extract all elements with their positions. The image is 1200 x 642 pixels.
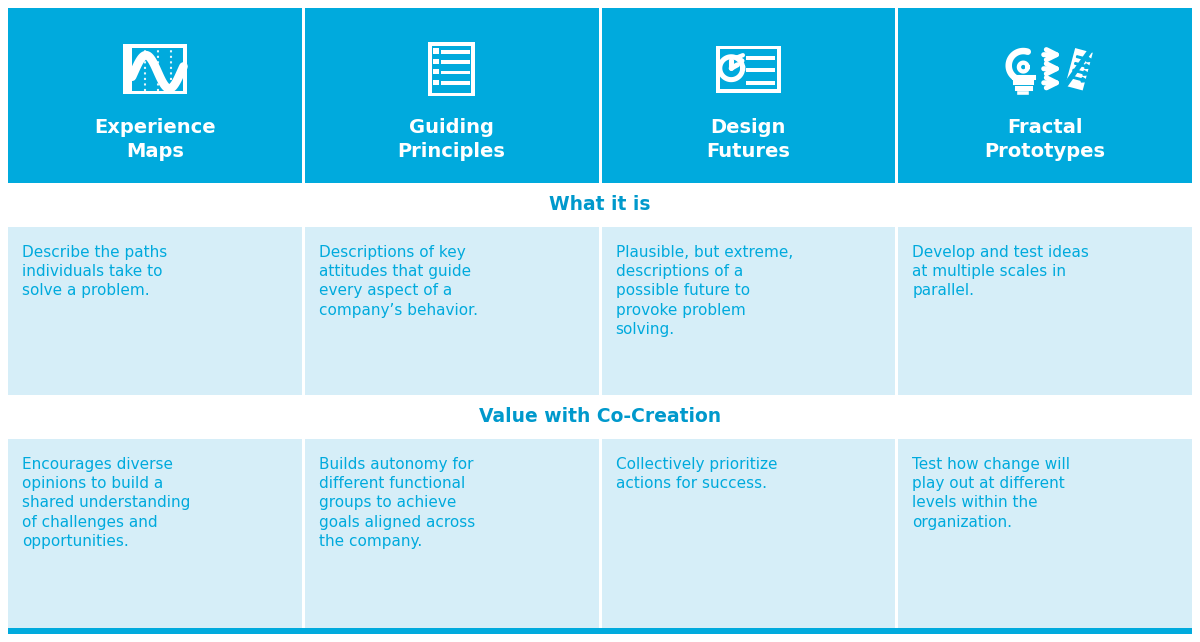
Bar	[301, 439, 305, 628]
Bar	[301, 227, 305, 395]
Bar	[899, 8, 1192, 183]
Bar	[428, 42, 475, 96]
Text: Collectively prioritize
actions for success.: Collectively prioritize actions for succ…	[616, 457, 778, 491]
Bar	[433, 48, 439, 54]
Bar	[601, 439, 895, 628]
Text: Descriptions of key
attitudes that guide
every aspect of a
company’s behavior.: Descriptions of key attitudes that guide…	[319, 245, 478, 318]
FancyArrow shape	[1075, 62, 1092, 69]
Bar	[601, 227, 895, 395]
Bar	[895, 227, 899, 395]
Text: Test how change will
play out at different
levels within the
organization.: Test how change will play out at differe…	[912, 457, 1070, 530]
Text: Value with Co-Creation: Value with Co-Creation	[479, 408, 721, 426]
Bar	[8, 439, 301, 628]
Bar	[433, 59, 439, 64]
FancyArrow shape	[1076, 56, 1094, 62]
Text: Encourages diverse
opinions to build a
shared understanding
of challenges and
op: Encourages diverse opinions to build a s…	[22, 457, 191, 549]
Bar	[442, 60, 470, 64]
Bar	[1066, 48, 1093, 91]
Bar	[745, 69, 775, 72]
Bar	[305, 227, 599, 395]
Bar	[899, 439, 1192, 628]
FancyArrow shape	[1073, 69, 1091, 75]
Bar	[899, 227, 1192, 395]
Bar	[895, 439, 899, 628]
Bar	[8, 398, 1192, 436]
Bar	[132, 48, 184, 91]
Text: Plausible, but extreme,
descriptions of a
possible future to
provoke problem
sol: Plausible, but extreme, descriptions of …	[616, 245, 793, 337]
Bar	[8, 186, 1192, 224]
Bar	[716, 46, 781, 92]
Bar	[433, 80, 439, 85]
Bar	[433, 69, 439, 74]
Bar	[599, 439, 601, 628]
Text: Develop and test ideas
at multiple scales in
parallel.: Develop and test ideas at multiple scale…	[912, 245, 1090, 299]
Bar	[432, 46, 472, 92]
Bar	[301, 8, 305, 183]
Bar	[305, 439, 599, 628]
Bar	[442, 50, 470, 54]
Text: Builds autonomy for
different functional
groups to achieve
goals aligned across
: Builds autonomy for different functional…	[319, 457, 475, 549]
Bar	[442, 81, 470, 85]
Bar	[599, 227, 601, 395]
FancyArrow shape	[1072, 76, 1088, 82]
Bar	[8, 8, 301, 183]
Text: Describe the paths
individuals take to
solve a problem.: Describe the paths individuals take to s…	[22, 245, 167, 299]
Bar	[8, 628, 1192, 634]
Bar	[305, 8, 599, 183]
Bar	[745, 81, 775, 85]
Bar	[601, 8, 895, 183]
Bar	[122, 44, 187, 94]
Text: Fractal
Prototypes: Fractal Prototypes	[985, 117, 1105, 161]
Text: Design
Futures: Design Futures	[707, 117, 791, 161]
Text: Experience
Maps: Experience Maps	[94, 117, 216, 161]
Bar	[442, 71, 470, 74]
Bar	[720, 49, 776, 89]
Text: Guiding
Principles: Guiding Principles	[397, 117, 505, 161]
Bar	[599, 8, 601, 183]
Bar	[745, 56, 775, 60]
Bar	[895, 8, 899, 183]
Text: What it is: What it is	[550, 196, 650, 214]
Bar	[8, 227, 301, 395]
